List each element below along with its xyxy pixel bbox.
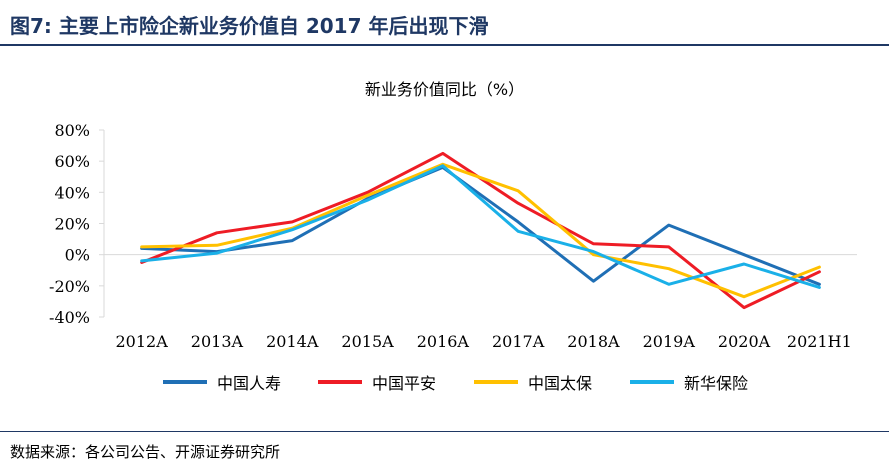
x-tick-label: 2021H1 — [787, 332, 852, 351]
y-tick-label: 80% — [54, 121, 90, 140]
legend-label: 中国平安 — [372, 374, 437, 393]
x-tick-label: 2016A — [417, 332, 470, 351]
y-tick-label: -20% — [49, 277, 90, 296]
x-tick-label: 2013A — [191, 332, 244, 351]
series-line — [140, 164, 821, 289]
y-tick-label: 60% — [54, 152, 90, 171]
y-tick-label: 0% — [65, 246, 90, 265]
legend-item: 新华保险 — [630, 370, 748, 394]
legend-swatch — [318, 380, 362, 384]
footer-divider — [0, 431, 889, 432]
x-tick-label: 2015A — [341, 332, 394, 351]
x-tick-label: 2014A — [266, 332, 319, 351]
title-divider — [0, 44, 889, 46]
x-tick-label: 2019A — [643, 332, 696, 351]
x-tick-label: 2018A — [567, 332, 620, 351]
legend-label: 中国人寿 — [217, 374, 282, 393]
series-line — [140, 162, 821, 299]
x-tick-label: 2017A — [492, 332, 545, 351]
x-tick-label: 2020A — [718, 332, 771, 351]
source-note: 数据来源：各公司公告、开源证券研究所 — [10, 443, 281, 461]
series-line — [140, 165, 821, 286]
legend-swatch — [630, 380, 674, 384]
y-tick-label: -40% — [49, 308, 90, 327]
chart-title: 新业务价值同比（%） — [364, 80, 525, 99]
x-tick-label: 2012A — [116, 332, 169, 351]
legend-item: 中国人寿 — [163, 370, 281, 394]
legend-swatch — [474, 380, 518, 384]
figure-title: 图7: 主要上市险企新业务价值自 2017 年后出现下滑 — [10, 14, 489, 38]
chart-legend: 中国人寿 中国平安 中国太保 新华保险 — [0, 370, 889, 394]
legend-label: 新华保险 — [684, 374, 749, 393]
legend-swatch — [163, 380, 207, 384]
legend-item: 中国太保 — [474, 370, 592, 394]
y-tick-label: 40% — [54, 183, 90, 202]
legend-item: 中国平安 — [318, 370, 436, 394]
legend-label: 中国太保 — [528, 374, 593, 393]
y-tick-label: 20% — [54, 215, 90, 234]
